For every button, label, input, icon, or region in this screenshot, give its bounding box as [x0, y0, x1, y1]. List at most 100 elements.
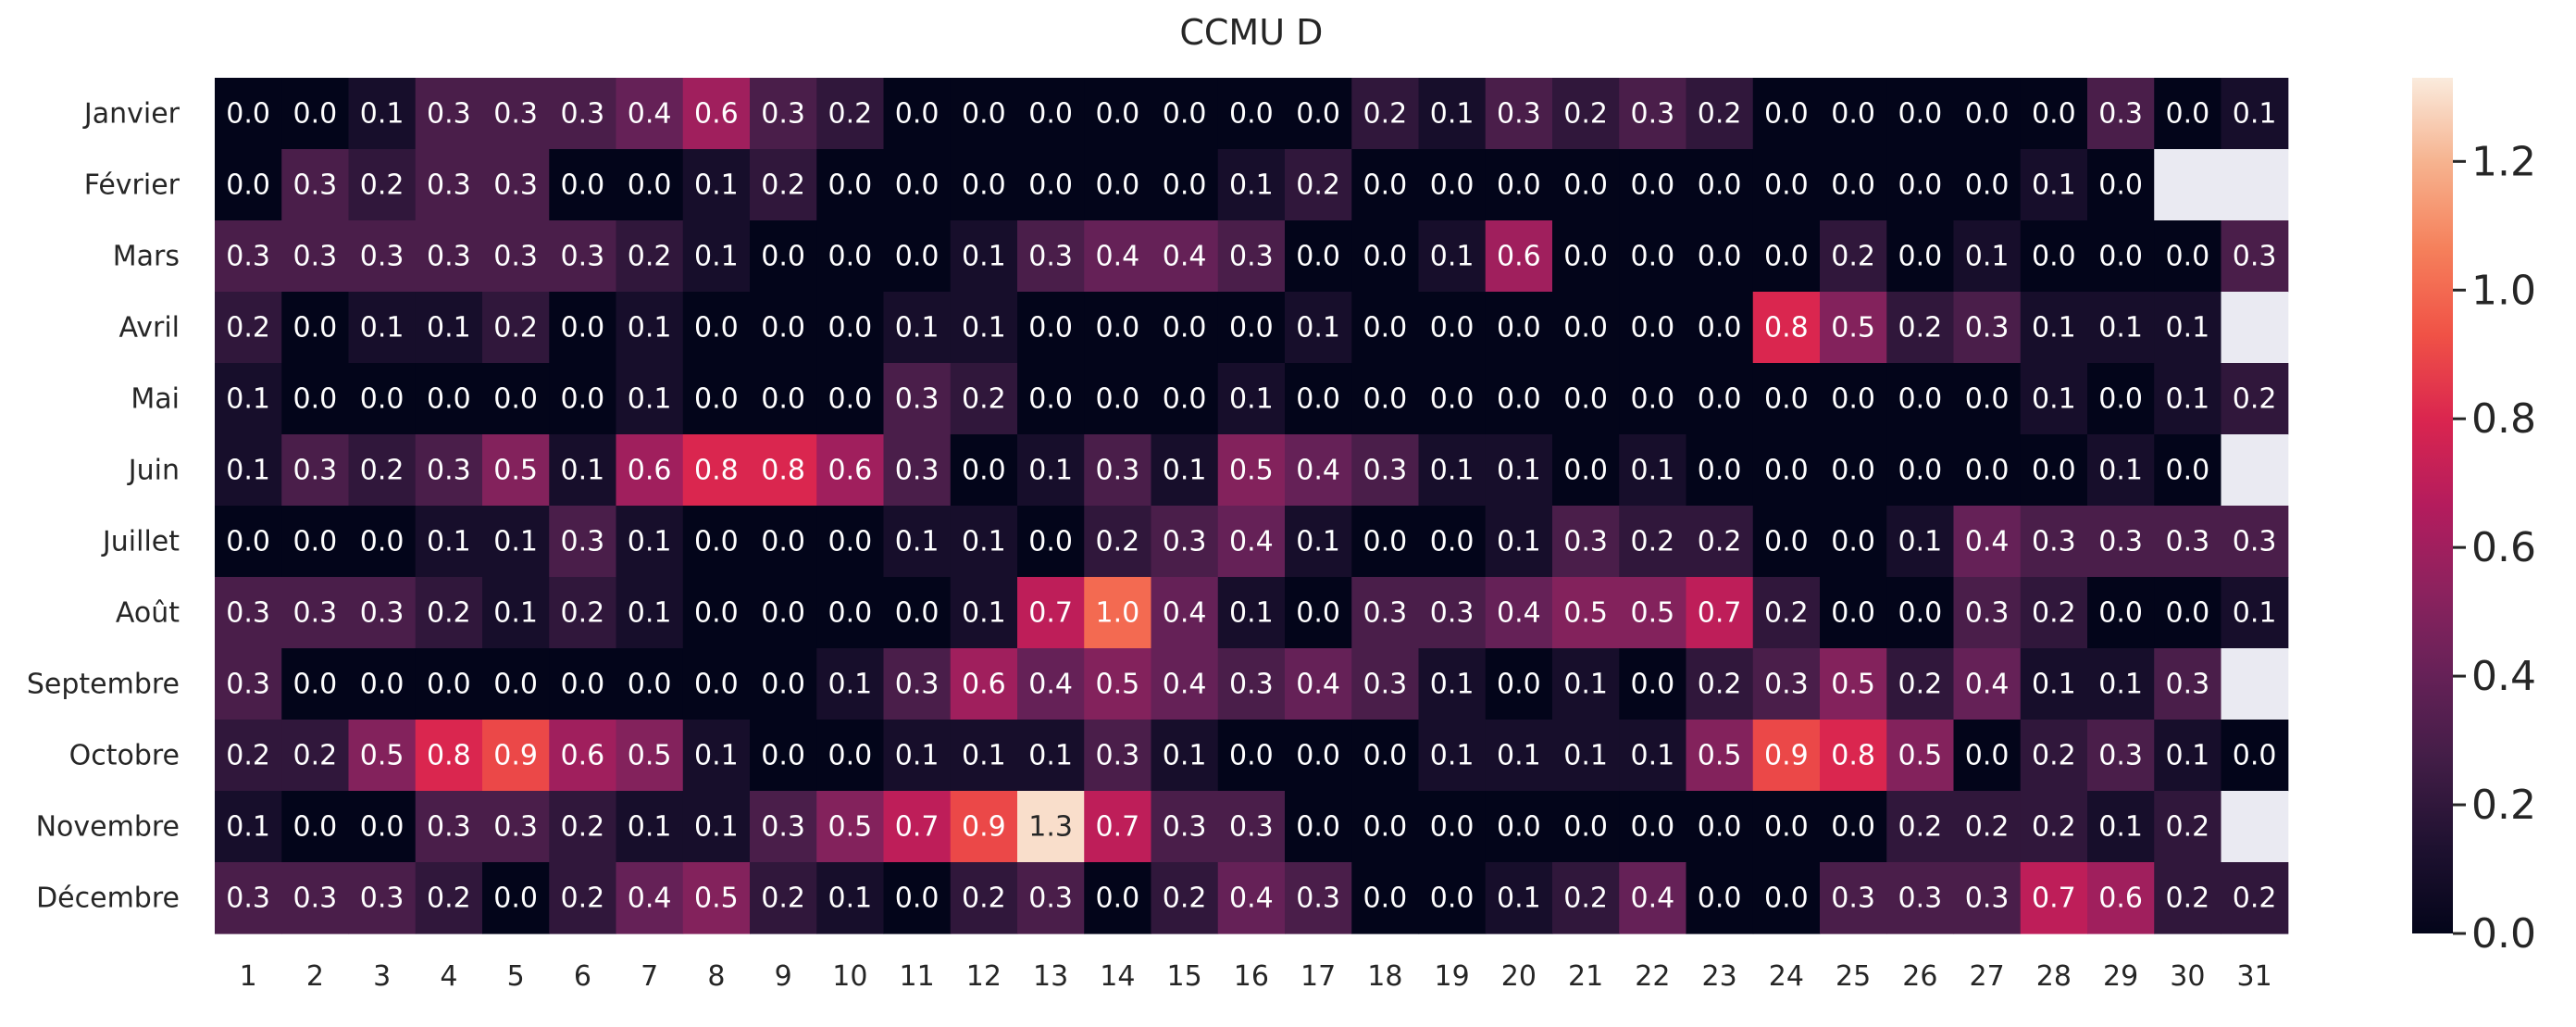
heatmap-cell — [1619, 434, 1687, 507]
heatmap-cell — [1418, 363, 1487, 435]
heatmap-cell — [1151, 506, 1219, 578]
heatmap-cell — [549, 648, 617, 720]
heatmap-cell — [281, 292, 350, 364]
heatmap-cell — [1418, 292, 1487, 364]
heatmap-cell — [1151, 720, 1219, 792]
heatmap-cell — [616, 506, 684, 578]
heatmap-cell — [883, 648, 952, 720]
heatmap-cell — [281, 648, 350, 720]
cell-value-label: 0.1 — [1229, 169, 1274, 202]
heatmap-cell — [1552, 363, 1620, 435]
heatmap-cell — [1886, 78, 1955, 150]
cell-value-label: 0.3 — [895, 669, 940, 701]
heatmap-cell — [1619, 149, 1687, 221]
cell-value-label: 0.2 — [1698, 526, 1742, 558]
heatmap-cell — [1217, 506, 1286, 578]
cell-value-label: 0.0 — [828, 597, 873, 630]
heatmap-cell — [2087, 220, 2155, 293]
heatmap-cell — [348, 648, 417, 720]
cell-value-label: 0.8 — [1764, 312, 1809, 344]
cell-value-label: 0.3 — [1831, 883, 1875, 915]
heatmap-cell — [1820, 720, 1887, 792]
cell-value-label: 0.1 — [694, 169, 739, 202]
heatmap-cell — [482, 720, 550, 792]
column-label: 20 — [1501, 960, 1537, 993]
cell-value-label: 0.0 — [828, 169, 873, 202]
heatmap-cell — [1886, 862, 1955, 934]
cell-value-label: 0.0 — [1965, 455, 2010, 487]
heatmap-cell — [1084, 720, 1152, 792]
heatmap-cell — [1217, 862, 1286, 934]
heatmap-cell — [1017, 791, 1085, 863]
heatmap-cell — [348, 862, 417, 934]
cell-value-label: 0.1 — [1563, 669, 1608, 701]
heatmap-cell — [2221, 862, 2289, 934]
heatmap-cell — [883, 862, 952, 934]
heatmap-cell — [1619, 577, 1687, 649]
cell-value-label: 0.1 — [1430, 98, 1475, 131]
cell-value-label: 0.3 — [226, 241, 270, 273]
heatmap-cell — [816, 862, 885, 934]
cell-value-label: 0.0 — [828, 526, 873, 558]
cell-value-label: 0.0 — [2032, 455, 2076, 487]
heatmap-cell — [348, 78, 417, 150]
cell-value-label: 0.1 — [1163, 455, 1207, 487]
heatmap-cell — [2020, 577, 2088, 649]
heatmap-cell — [950, 791, 1018, 863]
cell-value-label: 0.0 — [1563, 811, 1608, 844]
heatmap-cell — [2087, 506, 2155, 578]
cell-value-label: 0.4 — [1163, 669, 1207, 701]
cell-value-label: 0.0 — [761, 597, 805, 630]
cell-value-label: 0.0 — [293, 811, 338, 844]
row-labels: Janvier Février Mars Avril Mai Juin Juillet Aoû… — [27, 98, 180, 915]
heatmap-cell — [1151, 78, 1219, 150]
cell-value-label: 0.0 — [694, 669, 739, 701]
cell-value-label: 0.0 — [1831, 169, 1875, 202]
heatmap-cell — [2221, 577, 2289, 649]
heatmap-cell — [1953, 149, 2022, 221]
cell-value-label: 0.0 — [761, 241, 805, 273]
heatmap-cell — [1285, 220, 1352, 293]
cell-value-label: 0.0 — [1497, 811, 1541, 844]
heatmap-cell — [2087, 791, 2155, 863]
cell-value-label: 0.2 — [761, 169, 805, 202]
cell-value-label: 0.3 — [1229, 669, 1274, 701]
heatmap-cell — [415, 292, 483, 364]
cell-value-label: 0.6 — [561, 740, 605, 772]
cell-value-label: 0.9 — [493, 740, 538, 772]
heatmap-cell — [950, 506, 1018, 578]
heatmap-cell — [1820, 292, 1887, 364]
cell-value-label: 0.1 — [360, 312, 404, 344]
cell-value-label: 0.2 — [1563, 883, 1608, 915]
cell-value-label: 0.0 — [1163, 169, 1207, 202]
cell-value-label: 0.0 — [2032, 98, 2076, 131]
cell-value-label: 0.0 — [561, 312, 605, 344]
cell-value-label: 0.0 — [1698, 811, 1742, 844]
cell-value-label: 0.0 — [694, 383, 739, 416]
cell-value-label: 0.3 — [895, 383, 940, 416]
heatmap-cell — [2020, 149, 2088, 221]
cell-value-label: 0.0 — [895, 241, 940, 273]
heatmap-cell — [1686, 720, 1754, 792]
cell-value-label: 0.0 — [2166, 597, 2210, 630]
cell-value-label: 0.0 — [2166, 455, 2210, 487]
cell-value-label: 0.1 — [1028, 740, 1073, 772]
row-label: Août — [116, 597, 180, 630]
heatmap-cell — [1552, 791, 1620, 863]
heatmap-cell — [816, 720, 885, 792]
column-labels: 1 2 3 4 5 6 7 8 9 10 11 12 13 14 15 16 17 18 19 20 21 22 23 24 2… — [240, 960, 2272, 993]
cell-value-label: 0.0 — [1698, 241, 1742, 273]
cell-value-label: 0.1 — [1163, 740, 1207, 772]
heatmap-cell — [1084, 791, 1152, 863]
heatmap-cell — [1886, 720, 1955, 792]
heatmap-cell — [1351, 292, 1420, 364]
heatmap-cell — [1285, 506, 1352, 578]
heatmap-cell — [1619, 862, 1687, 934]
heatmap-cell — [816, 506, 885, 578]
heatmap-cell — [816, 434, 885, 507]
colorbar-tick-label: 0.6 — [2471, 524, 2536, 571]
cell-value-label: 0.0 — [761, 383, 805, 416]
cell-value-label: 0.0 — [2098, 241, 2143, 273]
cell-value-label: 0.0 — [895, 883, 940, 915]
heatmap-cell — [883, 363, 952, 435]
